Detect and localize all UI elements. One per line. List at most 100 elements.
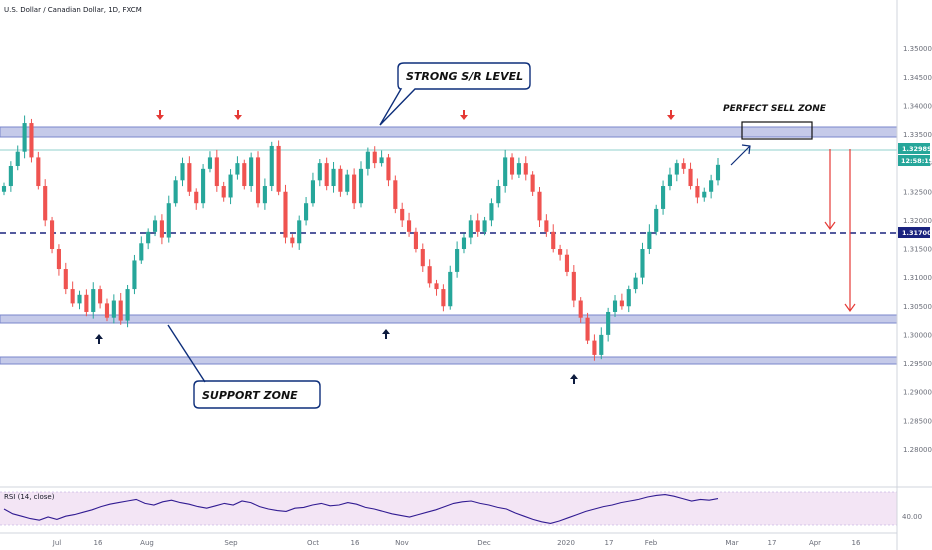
candle-up xyxy=(674,163,679,175)
candle-down xyxy=(571,271,576,301)
candle-down xyxy=(194,191,199,204)
candle-down xyxy=(441,289,446,307)
candle-down xyxy=(283,191,288,238)
candle-down xyxy=(70,289,75,304)
perfect-sell-label: PERFECT SELL ZONE xyxy=(723,104,827,114)
candle-down xyxy=(400,208,405,221)
candle-down xyxy=(427,266,432,284)
candle-up xyxy=(496,186,501,204)
x-tick-label: Jul xyxy=(52,539,62,547)
candle-down xyxy=(413,231,418,249)
candle-down xyxy=(242,163,247,187)
support-zone-lower xyxy=(0,356,898,365)
candle-up xyxy=(125,289,130,321)
candle-up xyxy=(228,174,233,198)
x-tick-label: 17 xyxy=(768,539,777,547)
rsi-line xyxy=(3,494,719,524)
candle-up xyxy=(455,249,460,272)
candle-up xyxy=(640,249,645,278)
sell-zone-pointer xyxy=(730,145,751,166)
y-tick-label: 1.30500 xyxy=(903,303,932,311)
candle-up xyxy=(516,163,521,175)
candle-down xyxy=(118,300,123,321)
x-tick-label: Feb xyxy=(645,539,658,547)
peak-arrow-icon xyxy=(460,110,468,120)
time-axis: Jul 16 Aug Sep Oct 16 Nov Dec 2020 17 Feb Mar 17 Apr 1… xyxy=(52,539,861,547)
level-price-tag-text: 1.31700 xyxy=(902,229,932,237)
candle-up xyxy=(262,186,267,204)
candle-down xyxy=(558,249,563,255)
y-tick-label: 1.31500 xyxy=(903,246,932,254)
candle-up xyxy=(132,260,137,290)
strong-sr-label: STRONG S/R LEVEL xyxy=(406,70,523,83)
x-tick-label: Apr xyxy=(809,539,821,547)
candle-down xyxy=(537,191,542,221)
rsi-label: RSI (14, close) xyxy=(4,493,55,501)
candle-up xyxy=(8,165,13,187)
candle-up xyxy=(77,294,82,304)
peak-arrows xyxy=(156,110,675,120)
candle-up xyxy=(358,168,364,204)
x-tick-label: 2020 xyxy=(557,539,575,547)
candle-down xyxy=(290,237,295,244)
x-tick-label: Mar xyxy=(725,539,738,547)
y-tick-label: 1.29000 xyxy=(903,389,932,397)
candle-down xyxy=(56,249,61,270)
y-tick-label: 1.34500 xyxy=(903,74,932,82)
rsi-band xyxy=(0,492,897,525)
candle-up xyxy=(626,289,631,307)
candle-up xyxy=(599,334,604,355)
candle-up xyxy=(661,186,666,209)
level-price-tag xyxy=(898,227,930,238)
candle-down xyxy=(551,231,556,249)
candle-up xyxy=(702,191,707,198)
candle-down xyxy=(585,317,590,341)
candle-down xyxy=(681,163,686,169)
candle-up xyxy=(709,180,714,192)
candle-down xyxy=(578,300,583,318)
candle-up xyxy=(139,243,144,261)
candle-down xyxy=(63,269,68,290)
candle-down xyxy=(695,186,700,198)
candle-up xyxy=(146,231,151,244)
candle-up xyxy=(715,164,721,181)
candle-up xyxy=(606,311,611,335)
y-tick-label: 1.28500 xyxy=(903,417,932,425)
y-tick-label: 1.30000 xyxy=(903,331,932,339)
candle-up xyxy=(22,123,27,152)
candle-down xyxy=(159,220,164,238)
y-tick-label: 1.35000 xyxy=(903,45,932,53)
candle-down xyxy=(688,168,693,187)
x-tick-label: 16 xyxy=(94,539,103,547)
trough-arrow-icon xyxy=(570,374,578,384)
candle-up xyxy=(317,163,322,181)
candle-down xyxy=(104,303,110,318)
candle-up xyxy=(152,220,158,232)
candle-up xyxy=(654,208,659,232)
chart-title: U.S. Dollar / Canadian Dollar, 1D, FXCM xyxy=(4,6,142,14)
trough-arrow-icon xyxy=(95,334,103,344)
last-price-tag-text: 1.32989 xyxy=(902,145,932,153)
candle-down xyxy=(324,163,329,187)
x-tick-label: 16 xyxy=(852,539,861,547)
candle-down xyxy=(619,300,624,307)
trough-arrow-icon xyxy=(382,329,390,339)
candle-up xyxy=(173,180,178,204)
peak-arrow-icon xyxy=(234,110,242,120)
candle-up xyxy=(667,174,673,187)
strong-sr-callout xyxy=(379,62,531,126)
candle-down xyxy=(393,180,398,209)
candle-up xyxy=(207,157,213,169)
candle-down xyxy=(36,157,41,187)
candle-up xyxy=(468,220,473,238)
support-zone xyxy=(0,314,898,324)
candle-up xyxy=(91,289,96,312)
y-tick-label: 1.31000 xyxy=(903,274,932,282)
sell-zone-pointer-head xyxy=(741,144,751,155)
candle-up xyxy=(379,157,384,164)
x-tick-label: Oct xyxy=(307,539,319,547)
candle-down xyxy=(509,157,515,175)
candle-up xyxy=(310,180,316,204)
candle-down xyxy=(214,157,219,187)
